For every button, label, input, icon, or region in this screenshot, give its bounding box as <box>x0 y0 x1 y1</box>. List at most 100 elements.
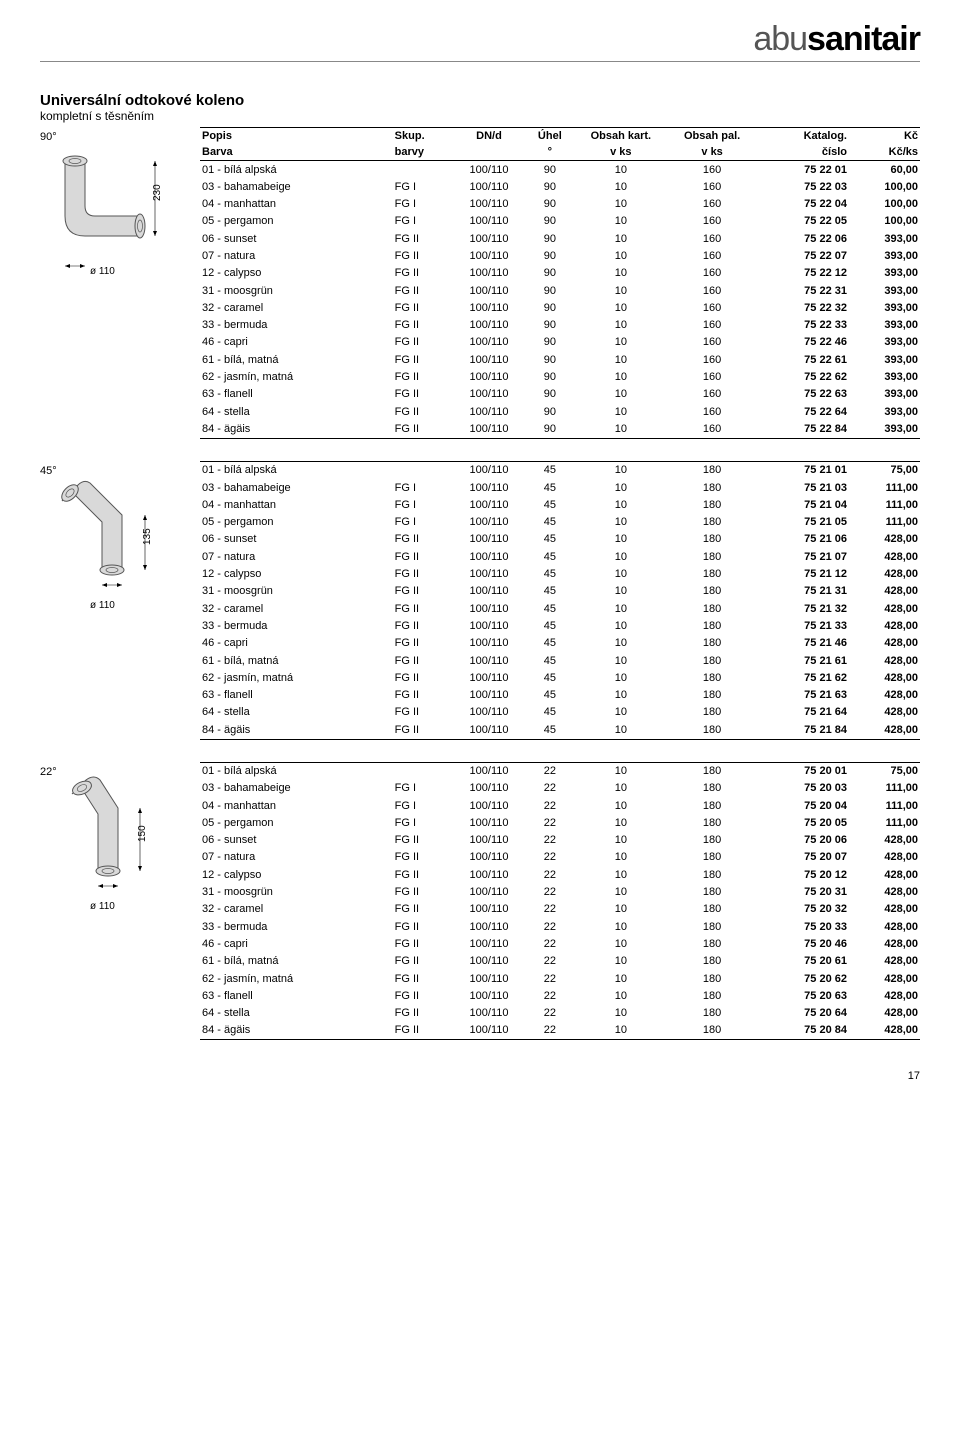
cell: 63 - flanell <box>200 687 393 704</box>
table-row: 06 - sunsetFG II100/110451018075 21 0642… <box>200 531 920 548</box>
table-row: 33 - bermudaFG II100/110451018075 21 334… <box>200 617 920 634</box>
cell: FG II <box>393 687 454 704</box>
cell: 180 <box>666 849 757 866</box>
cell: 90 <box>525 282 576 299</box>
cell: 428,00 <box>849 531 920 548</box>
column-header: Popis <box>200 128 393 145</box>
cell: 428,00 <box>849 687 920 704</box>
diagram: 22° 150 ø 110 <box>40 762 190 921</box>
cell: 75 21 04 <box>758 496 849 513</box>
cell: 12 - calypso <box>200 265 393 282</box>
table-row: 64 - stellaFG II100/110451018075 21 6442… <box>200 704 920 721</box>
cell: 10 <box>575 1005 666 1022</box>
cell: 22 <box>525 866 576 883</box>
cell: 45 <box>525 461 576 479</box>
cell: 64 - stella <box>200 704 393 721</box>
cell: 90 <box>525 213 576 230</box>
table-row: 62 - jasmín, matnáFG II100/110901016075 … <box>200 369 920 386</box>
cell: 90 <box>525 299 576 316</box>
svg-text:150: 150 <box>137 824 148 841</box>
cell: 180 <box>666 780 757 797</box>
cell: 33 - bermuda <box>200 918 393 935</box>
cell: 428,00 <box>849 669 920 686</box>
cell: 75 22 64 <box>758 403 849 420</box>
cell: 428,00 <box>849 566 920 583</box>
cell: 100/110 <box>454 317 525 334</box>
cell: 06 - sunset <box>200 531 393 548</box>
cell: 180 <box>666 866 757 883</box>
cell: FG II <box>393 918 454 935</box>
cell: FG II <box>393 669 454 686</box>
cell: FG I <box>393 213 454 230</box>
cell: 100/110 <box>454 386 525 403</box>
cell: FG II <box>393 1022 454 1040</box>
cell: 22 <box>525 918 576 935</box>
cell: 100/110 <box>454 669 525 686</box>
cell: 160 <box>666 247 757 264</box>
cell: 180 <box>666 884 757 901</box>
column-header: Skup. <box>393 128 454 145</box>
cell: 75 20 32 <box>758 901 849 918</box>
table-row: 01 - bílá alpská100/110901016075 22 0160… <box>200 161 920 179</box>
table-row: 63 - flanellFG II100/110901016075 22 633… <box>200 386 920 403</box>
cell: 75 21 62 <box>758 669 849 686</box>
brand-part1: abu <box>753 20 807 58</box>
cell: 62 - jasmín, matná <box>200 369 393 386</box>
cell: 160 <box>666 334 757 351</box>
cell: 45 <box>525 687 576 704</box>
cell: 63 - flanell <box>200 386 393 403</box>
product-table: 01 - bílá alpská100/110451018075 21 0175… <box>200 461 920 740</box>
svg-text:230: 230 <box>152 184 163 201</box>
cell: 100/110 <box>454 849 525 866</box>
cell: 10 <box>575 351 666 368</box>
cell: 393,00 <box>849 351 920 368</box>
table-row: 04 - manhattanFG I100/110221018075 20 04… <box>200 797 920 814</box>
cell: FG II <box>393 987 454 1004</box>
table-row: 31 - moosgrünFG II100/110451018075 21 31… <box>200 583 920 600</box>
cell: 100/110 <box>454 970 525 987</box>
cell: 160 <box>666 230 757 247</box>
cell: 111,00 <box>849 479 920 496</box>
cell: 22 <box>525 762 576 780</box>
cell: 45 <box>525 548 576 565</box>
cell: 75 20 61 <box>758 953 849 970</box>
cell: 10 <box>575 299 666 316</box>
cell: 100/110 <box>454 196 525 213</box>
cell: 393,00 <box>849 369 920 386</box>
cell <box>393 161 454 179</box>
cell: 160 <box>666 282 757 299</box>
cell: 180 <box>666 721 757 739</box>
table-row: 04 - manhattanFG I100/110451018075 21 04… <box>200 496 920 513</box>
cell: FG II <box>393 403 454 420</box>
cell: 100,00 <box>849 196 920 213</box>
cell: 393,00 <box>849 317 920 334</box>
cell: 100/110 <box>454 918 525 935</box>
cell: 100/110 <box>454 704 525 721</box>
cell: 100/110 <box>454 1022 525 1040</box>
cell: 90 <box>525 420 576 438</box>
cell: 10 <box>575 247 666 264</box>
cell: 45 <box>525 479 576 496</box>
cell: 75 20 06 <box>758 832 849 849</box>
cell: 180 <box>666 832 757 849</box>
column-header: Kč <box>849 128 920 145</box>
cell: 180 <box>666 531 757 548</box>
cell: 12 - calypso <box>200 566 393 583</box>
cell: 04 - manhattan <box>200 196 393 213</box>
svg-text:135: 135 <box>142 528 153 545</box>
cell: 75 20 63 <box>758 987 849 1004</box>
cell: 62 - jasmín, matná <box>200 669 393 686</box>
cell: 100/110 <box>454 230 525 247</box>
cell: 75 21 63 <box>758 687 849 704</box>
column-header: Obsah pal. <box>666 128 757 145</box>
cell: 100/110 <box>454 884 525 901</box>
cell: FG II <box>393 953 454 970</box>
table-row: 33 - bermudaFG II100/110901016075 22 333… <box>200 317 920 334</box>
page-number: 17 <box>40 1070 920 1082</box>
cell: 22 <box>525 797 576 814</box>
cell: 06 - sunset <box>200 832 393 849</box>
cell: 10 <box>575 970 666 987</box>
cell: 32 - caramel <box>200 600 393 617</box>
cell: 100/110 <box>454 548 525 565</box>
cell: 75 20 31 <box>758 884 849 901</box>
